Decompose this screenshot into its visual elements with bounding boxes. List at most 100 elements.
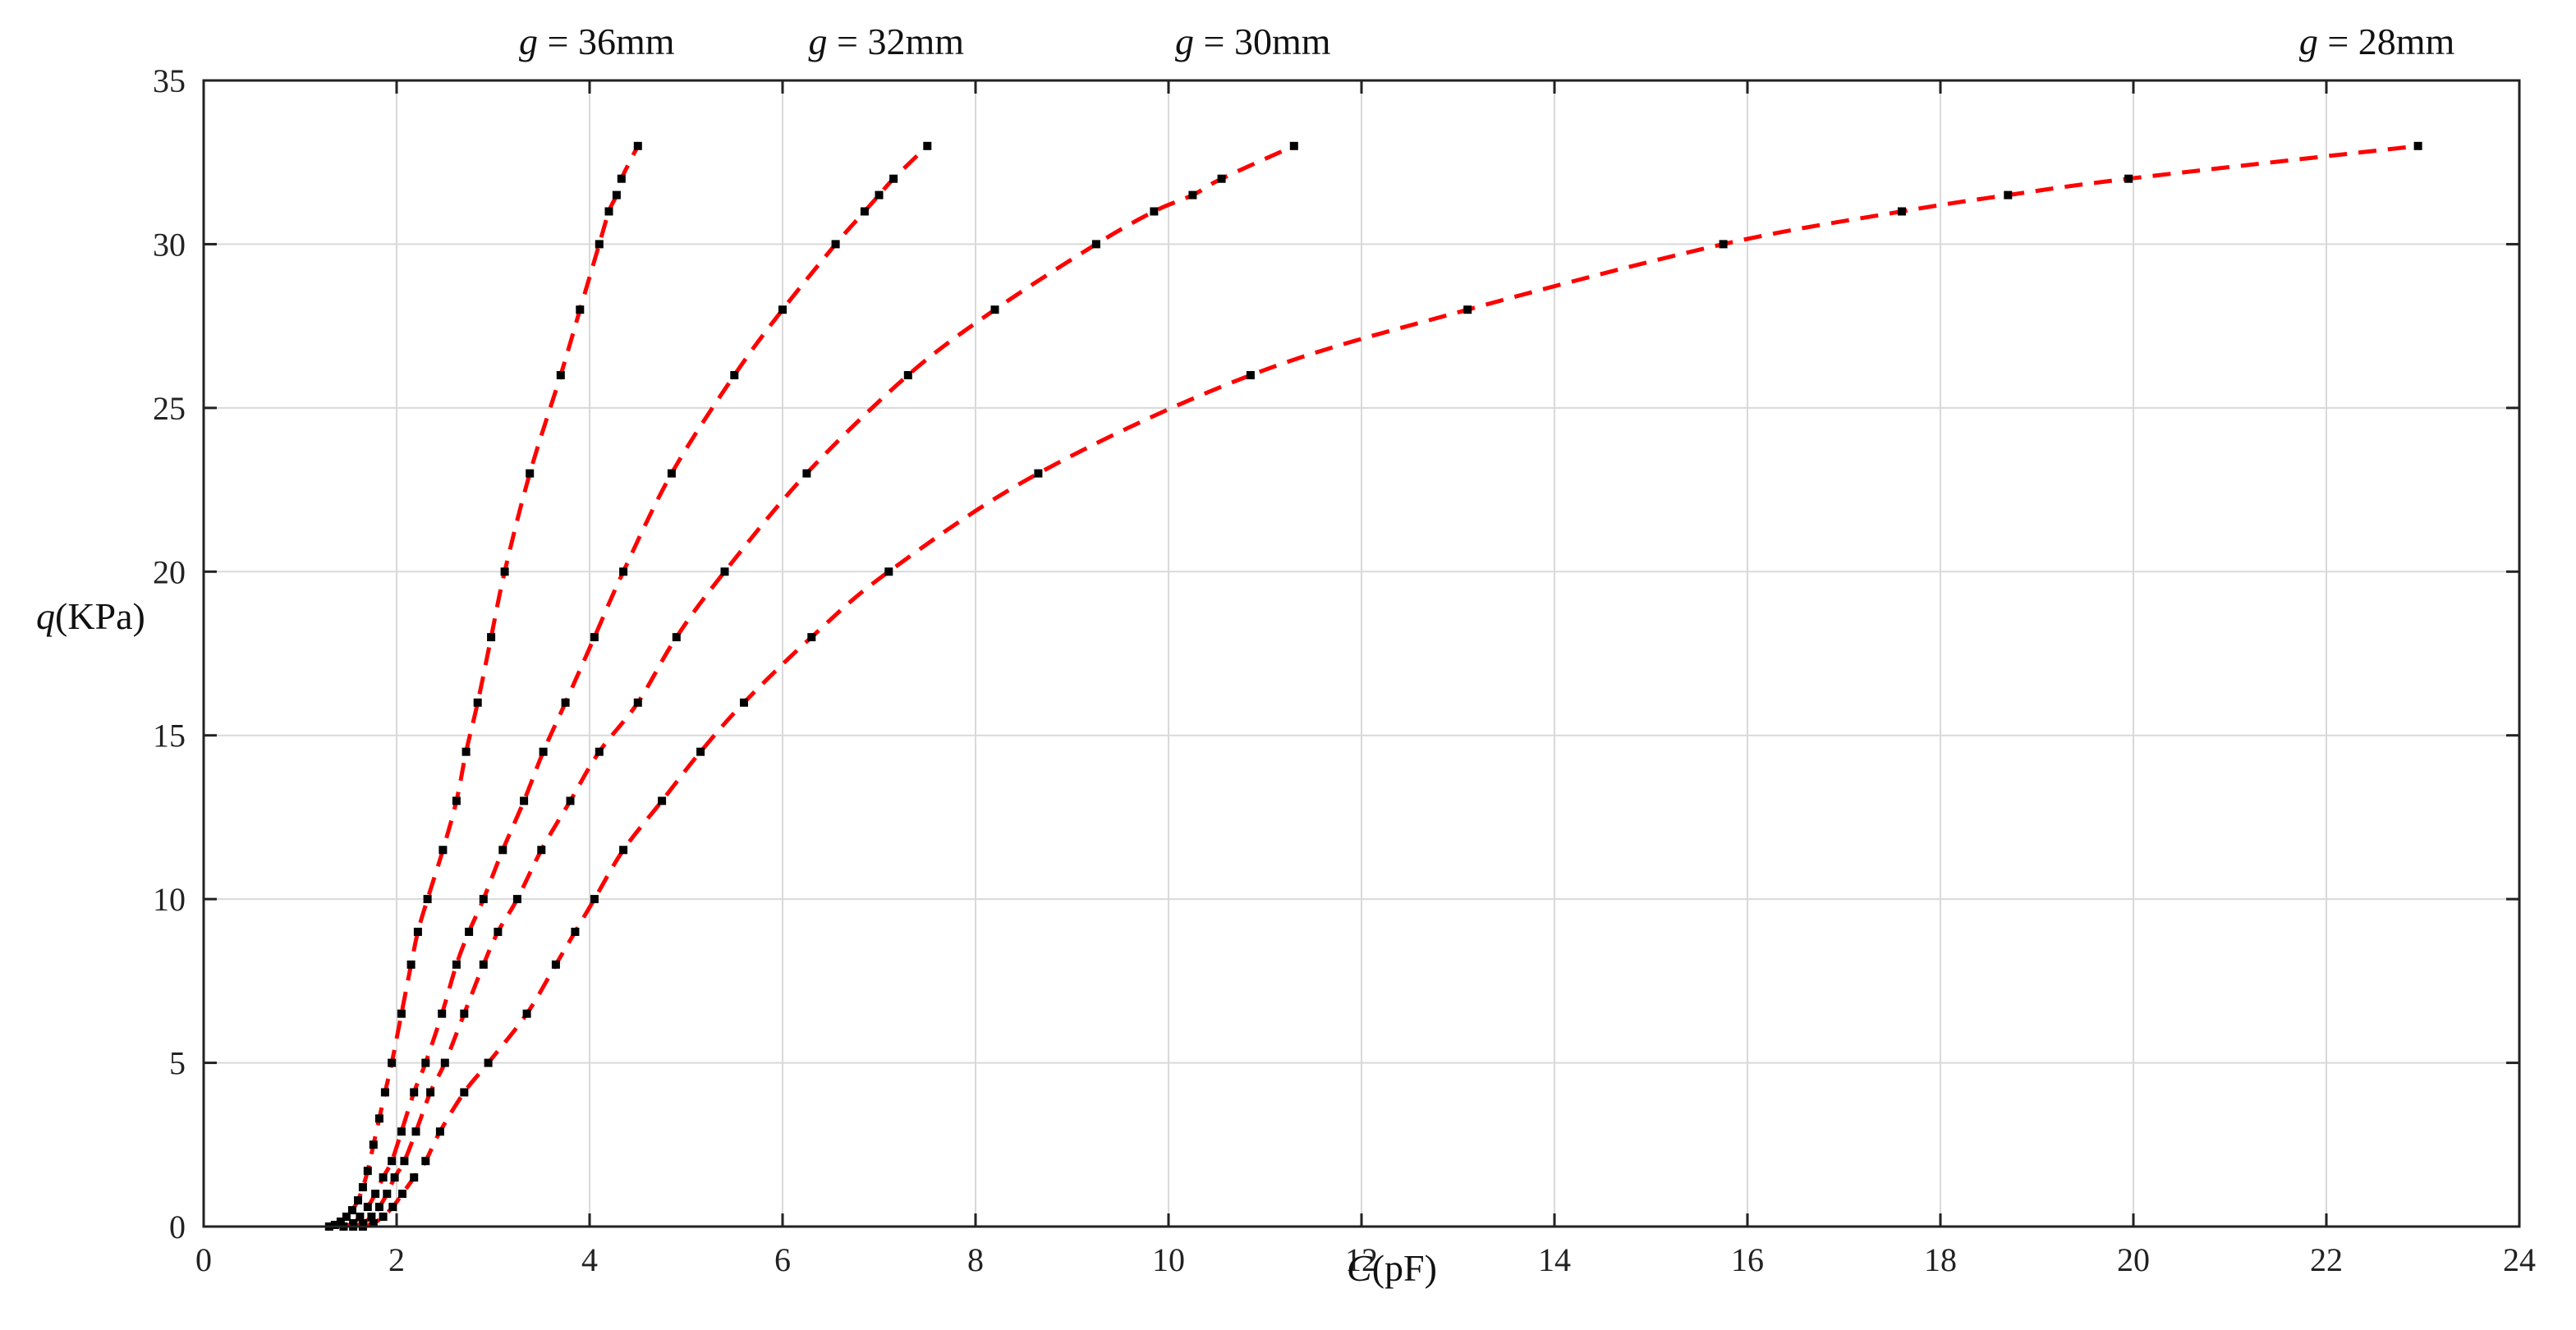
y-tick-label: 15	[153, 718, 186, 754]
series-label-2: g = 32mm	[809, 21, 965, 62]
data-point	[526, 469, 535, 478]
data-point	[330, 1221, 339, 1229]
data-point	[2124, 174, 2133, 183]
data-point	[1246, 371, 1255, 379]
fit-line-series-4	[362, 144, 2418, 1229]
data-point	[696, 747, 705, 756]
data-point	[619, 567, 628, 576]
data-point	[356, 1213, 365, 1221]
data-point	[556, 371, 565, 379]
data-point	[411, 1127, 420, 1136]
data-point	[2413, 141, 2422, 150]
data-point	[720, 567, 729, 576]
data-point	[551, 960, 560, 969]
data-point	[1188, 190, 1197, 200]
y-tick-label: 35	[153, 62, 186, 99]
data-point	[802, 469, 811, 478]
x-tick-label: 10	[1152, 1241, 1185, 1278]
y-tick-label: 0	[169, 1208, 186, 1245]
y-tick-label: 25	[153, 390, 186, 427]
series-label-4: g = 28mm	[2299, 21, 2455, 62]
data-point	[561, 698, 570, 707]
data-point	[1898, 207, 1906, 216]
data-point	[410, 1088, 419, 1097]
data-point	[379, 1173, 388, 1182]
series-label-symbol: g	[519, 21, 538, 62]
data-point	[374, 1203, 383, 1212]
fit-line-series-3	[352, 144, 1295, 1229]
grid-lines	[204, 80, 2519, 1227]
data-point	[397, 1127, 406, 1136]
x-tick-label: 14	[1538, 1241, 1571, 1278]
series-label-value: = 32mm	[828, 21, 965, 62]
data-point	[479, 960, 488, 969]
data-point	[667, 469, 676, 478]
data-point	[452, 796, 461, 805]
data-point	[440, 1058, 449, 1067]
data-point	[439, 846, 448, 855]
y-tick-label: 5	[169, 1045, 186, 1082]
data-point	[397, 1009, 406, 1018]
data-point	[388, 1157, 397, 1166]
data-point	[500, 567, 509, 576]
data-point	[398, 1190, 406, 1199]
x-axis-symbol: C	[1347, 1247, 1373, 1289]
y-axis-label: q(KPa)	[36, 595, 145, 637]
data-point	[537, 846, 546, 855]
data-point	[658, 796, 667, 805]
x-tick-label: 16	[1731, 1241, 1764, 1278]
data-point	[494, 928, 503, 936]
data-point	[633, 141, 642, 150]
data-point	[406, 960, 416, 969]
x-axis-unit: (pF)	[1372, 1247, 1437, 1289]
data-point	[571, 928, 580, 936]
series-label-symbol: g	[2299, 21, 2318, 62]
data-point	[383, 1190, 392, 1199]
data-point	[484, 1058, 493, 1067]
data-point	[374, 1114, 383, 1123]
data-point	[860, 207, 869, 216]
data-point	[923, 141, 932, 150]
fit-line-series-1	[328, 144, 641, 1229]
data-point	[363, 1203, 372, 1212]
x-tick-label: 20	[2117, 1241, 2150, 1278]
data-point	[617, 174, 626, 183]
data-point	[2004, 190, 2013, 200]
data-point	[354, 1196, 362, 1205]
data-point	[388, 1058, 397, 1067]
data-point	[1217, 174, 1226, 183]
data-point	[421, 1157, 430, 1166]
data-point	[576, 305, 585, 314]
series-label-value: = 28mm	[2318, 21, 2455, 62]
data-point	[473, 698, 482, 707]
data-point	[461, 747, 471, 756]
data-point	[619, 846, 628, 855]
data-point	[672, 633, 681, 642]
data-point	[1034, 469, 1043, 478]
data-point	[479, 895, 488, 904]
data-point	[363, 1167, 372, 1176]
x-tick-label: 4	[581, 1241, 598, 1278]
data-point	[460, 1009, 469, 1018]
x-axis-label: C(pF)	[1347, 1247, 1437, 1289]
data-point	[740, 698, 748, 707]
data-point	[423, 895, 432, 904]
data-point	[498, 846, 507, 855]
data-point	[520, 796, 529, 805]
x-tick-label: 12	[1345, 1241, 1378, 1278]
series-label-3: g = 30mm	[1175, 21, 1331, 62]
x-tick-label: 6	[774, 1241, 791, 1278]
data-point	[778, 305, 787, 314]
data-point	[612, 190, 621, 200]
data-point	[358, 1183, 367, 1192]
y-tick-label: 20	[153, 553, 186, 590]
data-point	[1289, 141, 1298, 150]
fit-lines	[328, 144, 2418, 1229]
series-labels: g = 36mm g = 32mm g = 30mm g = 28mm	[519, 21, 2455, 62]
data-point	[590, 895, 599, 904]
data-point	[487, 633, 496, 642]
data-point	[990, 305, 999, 314]
data-point	[884, 567, 893, 576]
